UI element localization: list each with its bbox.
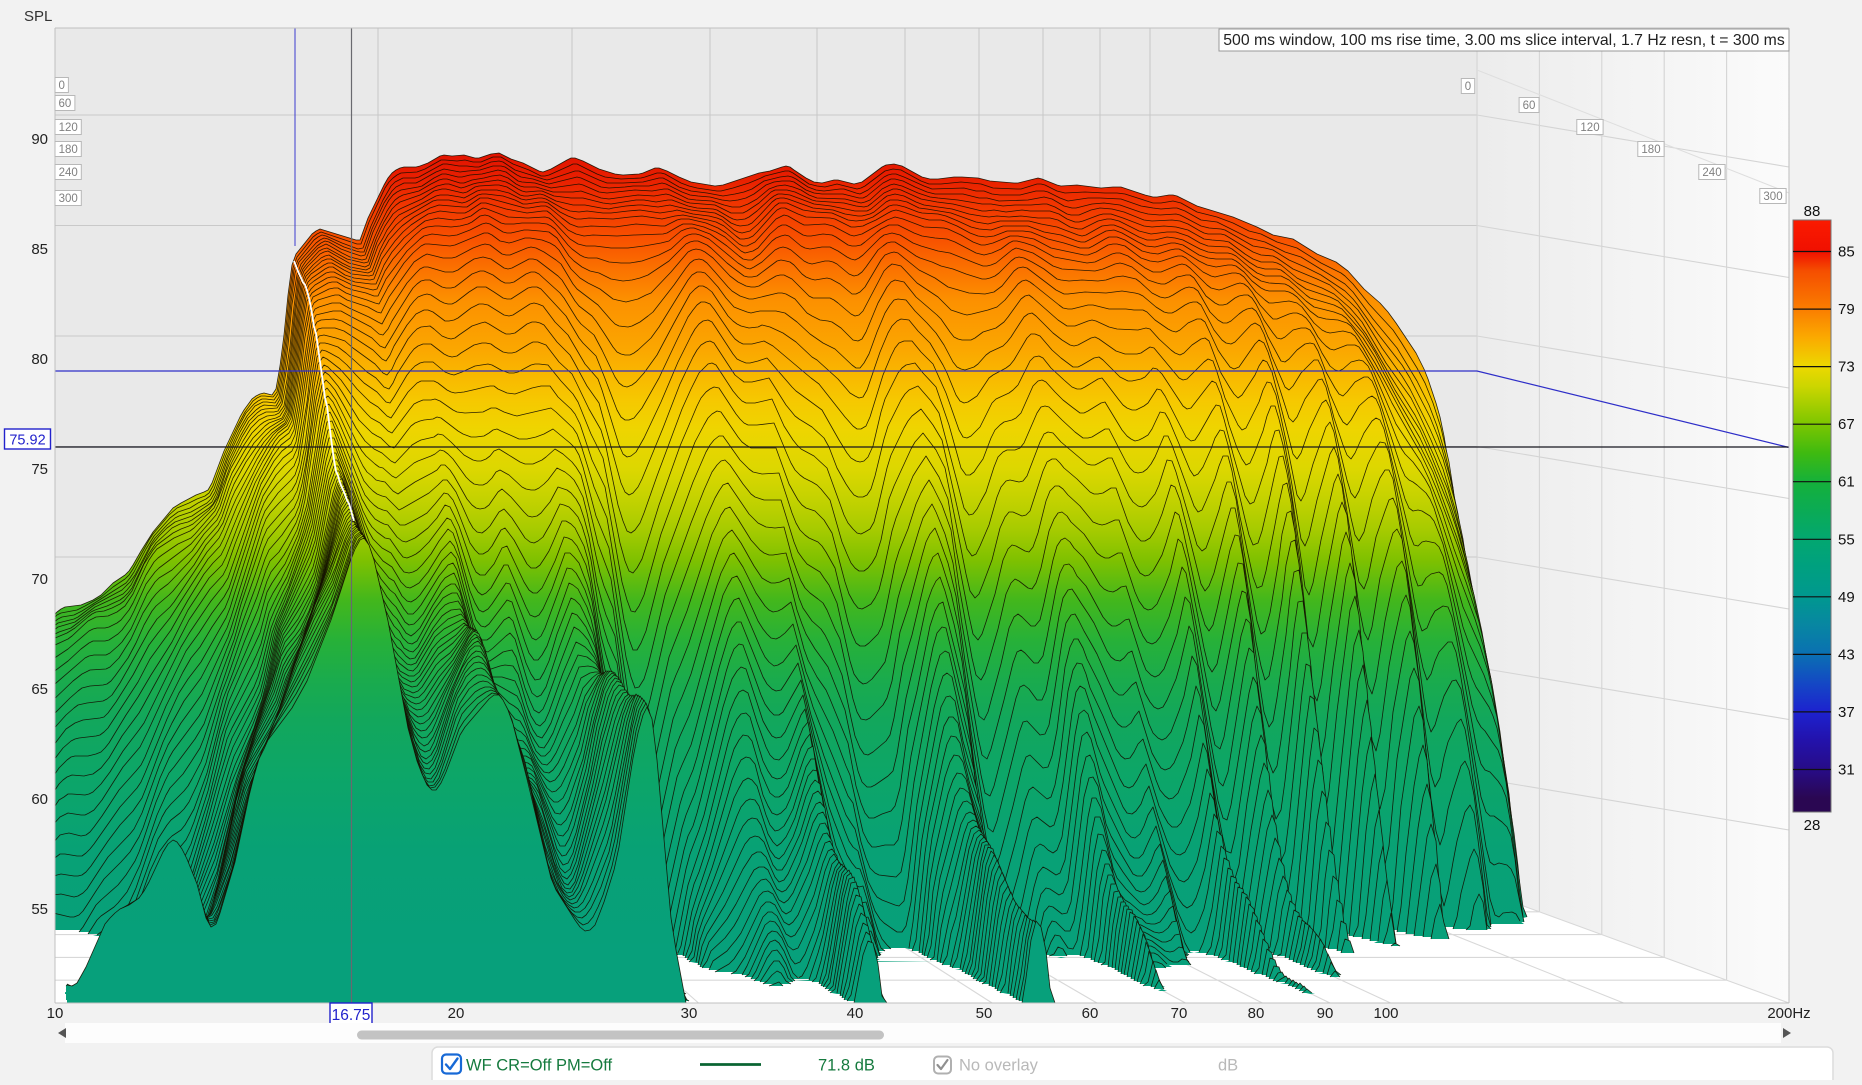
- svg-text:100: 100: [1373, 1005, 1398, 1022]
- svg-text:200Hz: 200Hz: [1767, 1005, 1810, 1022]
- svg-text:60: 60: [31, 791, 48, 808]
- svg-text:300: 300: [1763, 191, 1782, 203]
- svg-text:85: 85: [31, 241, 48, 258]
- svg-text:80: 80: [1248, 1005, 1265, 1022]
- svg-text:180: 180: [59, 144, 78, 156]
- svg-text:28: 28: [1804, 817, 1821, 834]
- svg-text:70: 70: [1171, 1005, 1188, 1022]
- svg-text:120: 120: [59, 122, 78, 134]
- svg-text:79: 79: [1838, 301, 1855, 318]
- svg-text:70: 70: [31, 571, 48, 588]
- svg-text:65: 65: [31, 681, 48, 698]
- svg-text:dB: dB: [1218, 1057, 1238, 1075]
- svg-text:0: 0: [58, 80, 64, 92]
- svg-text:30: 30: [681, 1005, 698, 1022]
- svg-text:WF CR=Off PM=Off: WF CR=Off PM=Off: [466, 1057, 612, 1075]
- svg-text:75.92: 75.92: [9, 433, 45, 449]
- svg-text:40: 40: [847, 1005, 864, 1022]
- svg-text:80: 80: [31, 351, 48, 368]
- svg-text:60: 60: [1082, 1005, 1099, 1022]
- svg-text:60: 60: [59, 98, 72, 110]
- svg-text:240: 240: [59, 167, 78, 179]
- svg-text:67: 67: [1838, 416, 1855, 433]
- svg-text:60: 60: [1523, 100, 1536, 112]
- svg-text:0: 0: [1465, 81, 1471, 93]
- svg-text:10: 10: [47, 1005, 64, 1022]
- svg-text:61: 61: [1838, 474, 1855, 491]
- svg-text:90: 90: [31, 131, 48, 148]
- svg-text:49: 49: [1838, 589, 1855, 606]
- svg-text:88: 88: [1804, 203, 1821, 220]
- svg-text:55: 55: [31, 901, 48, 918]
- svg-text:31: 31: [1838, 762, 1855, 779]
- svg-text:37: 37: [1838, 704, 1855, 721]
- svg-text:73: 73: [1838, 359, 1855, 376]
- svg-text:75: 75: [31, 461, 48, 478]
- svg-text:120: 120: [1580, 122, 1599, 134]
- svg-text:90: 90: [1317, 1005, 1334, 1022]
- svg-text:300: 300: [59, 193, 78, 205]
- svg-text:180: 180: [1641, 144, 1660, 156]
- svg-text:55: 55: [1838, 531, 1855, 548]
- svg-text:240: 240: [1702, 167, 1721, 179]
- svg-text:SPL: SPL: [24, 8, 52, 25]
- svg-text:43: 43: [1838, 646, 1855, 663]
- svg-text:500 ms window, 100 ms rise tim: 500 ms window, 100 ms rise time, 3.00 ms…: [1223, 32, 1785, 49]
- svg-text:85: 85: [1838, 244, 1855, 261]
- svg-text:No overlay: No overlay: [959, 1057, 1039, 1075]
- svg-text:50: 50: [976, 1005, 993, 1022]
- svg-text:16.75: 16.75: [332, 1007, 371, 1024]
- svg-text:71.8 dB: 71.8 dB: [818, 1057, 875, 1075]
- svg-text:20: 20: [448, 1005, 465, 1022]
